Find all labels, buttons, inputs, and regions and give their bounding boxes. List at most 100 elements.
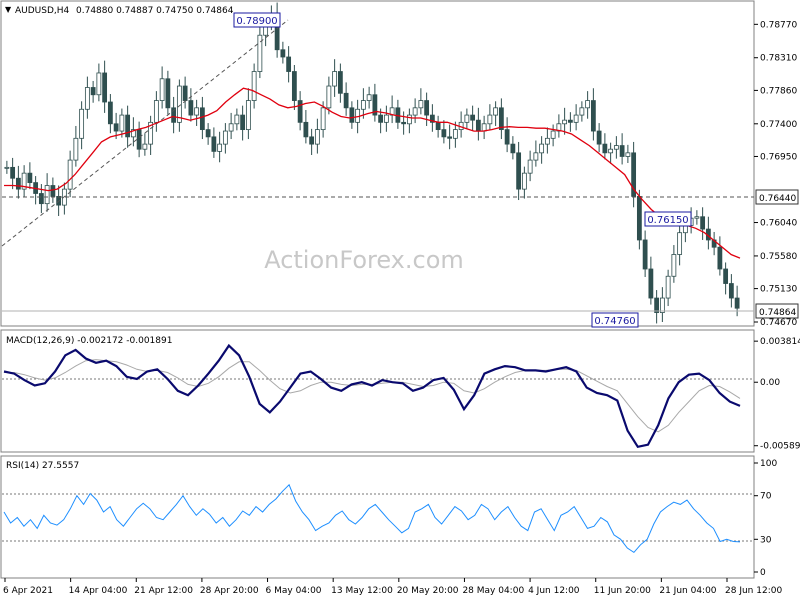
price-candle-body <box>148 121 154 145</box>
rsi-line <box>3 483 741 554</box>
price-axis-label: 0.74670 <box>760 318 797 328</box>
price-candle-body <box>159 78 165 101</box>
price-candle-body <box>654 297 660 313</box>
price-candle-body <box>573 114 579 123</box>
price-candle-body <box>245 100 251 131</box>
price-axis-label: 0.77860 <box>760 86 797 96</box>
rsi-panel <box>0 455 755 579</box>
price-candle-body <box>337 71 343 94</box>
time-axis-label: 28 Apr 20:00 <box>200 586 259 596</box>
price-candle-body <box>677 232 683 255</box>
price-axis-label: 0.75130 <box>760 285 797 295</box>
macd-axis-label: -0.005895 <box>760 442 800 452</box>
price-candle-body <box>401 121 407 125</box>
macd-line <box>3 343 741 449</box>
price-candle-body <box>182 85 188 101</box>
high-tag: 0.78900 <box>236 16 277 27</box>
price-axis-label: 0.76040 <box>760 219 797 229</box>
price-candle-body <box>309 136 315 145</box>
price-candle-body <box>728 283 734 299</box>
price-candle-body <box>188 100 194 116</box>
price-candle-body <box>665 275 671 299</box>
rsi-axis-label: 70 <box>760 492 772 502</box>
chart-header-arrow: ▼ <box>5 5 12 14</box>
price-candle-body <box>257 34 263 72</box>
price-candle-body <box>694 216 700 219</box>
price-candle-body <box>636 195 642 241</box>
time-axis-label: 13 May 12:00 <box>331 586 393 596</box>
time-axis-label: 28 May 04:00 <box>462 586 524 596</box>
price-candle-body <box>326 85 332 109</box>
price-candle-body <box>723 268 729 284</box>
price-candle-body <box>291 71 297 101</box>
price-candle-body <box>211 136 217 152</box>
price-candle-body <box>286 56 292 72</box>
price-candle-body <box>107 101 113 125</box>
rsi-axis-label: 100 <box>760 459 777 469</box>
price-candle-body <box>498 107 504 131</box>
price-candle-body <box>631 152 637 197</box>
price-candle-body <box>251 71 257 101</box>
price-candle-body <box>521 172 527 190</box>
high-tag-box <box>233 12 281 28</box>
price-candle-body <box>15 177 21 190</box>
price-candle-body <box>619 145 625 157</box>
price-candle-body <box>441 129 447 138</box>
price-candle-body <box>372 94 378 116</box>
price-candle-body <box>79 108 85 139</box>
price-candle-body <box>125 114 131 138</box>
price-candle-body <box>470 114 476 121</box>
time-axis-label: 21 Jun 04:00 <box>659 586 716 596</box>
trend-dashed-line <box>1 19 289 247</box>
price-candle-body <box>435 121 441 131</box>
price-candle-body <box>608 148 614 154</box>
price-candle-body <box>38 193 44 205</box>
time-axis-label: 6 Apr 2021 <box>3 586 53 596</box>
time-axis-label: 4 Jun 12:00 <box>528 586 580 596</box>
price-candle-body <box>510 143 516 154</box>
price-candle-body <box>682 225 688 234</box>
price-candle-body <box>205 129 211 138</box>
low-tag: 0.74760 <box>594 316 635 327</box>
price-candle-body <box>579 107 585 116</box>
price-candle-body <box>527 159 533 174</box>
price-candle-body <box>67 159 73 190</box>
macd-axis-label: 0.00 <box>760 378 780 388</box>
low-tag-box <box>591 312 639 328</box>
price-candle-body <box>44 185 50 205</box>
price-candle-body <box>84 87 90 110</box>
price-panel <box>0 0 755 327</box>
price-candle-body <box>550 130 556 139</box>
price-candle-body <box>424 100 430 116</box>
price-candle-body <box>73 137 79 161</box>
price-candle-body <box>171 107 177 123</box>
price-candle-body <box>314 129 320 145</box>
price-candle-body <box>447 136 453 139</box>
price-candle-body <box>21 172 27 190</box>
macd-axis-label: 0.003814 <box>760 337 800 347</box>
price-candle-body <box>217 143 223 152</box>
time-axis-label: 28 Jun 12:00 <box>725 586 782 596</box>
price-candle-body <box>406 114 412 125</box>
price-candle-body <box>343 92 349 109</box>
price-candle-body <box>734 297 740 309</box>
macd-panel <box>0 329 755 453</box>
rsi-title: RSI(14) 27.5557 <box>6 461 79 471</box>
price-candle-body <box>717 246 723 270</box>
price-candle-body <box>360 100 366 110</box>
price-candle-body <box>142 143 148 150</box>
price-candle-body <box>119 114 125 132</box>
price-axis-label: 0.78310 <box>760 54 797 64</box>
price-candle-body <box>544 137 550 145</box>
last-price-label: 0.74864 <box>759 308 796 318</box>
time-axis: 6 Apr 2021 14 Apr 04:00 21 Apr 12:00 28 Apr… <box>3 578 782 596</box>
price-candle-body <box>280 49 286 58</box>
price-candle-body <box>648 268 654 299</box>
hline-label-box <box>755 189 799 205</box>
price-candle-body <box>366 94 372 101</box>
time-axis-label: 21 Apr 12:00 <box>134 586 193 596</box>
price-axis-label: 0.76950 <box>760 152 797 162</box>
chart-ohlc: 0.74880 0.74887 0.74750 0.74864 <box>76 6 234 16</box>
price-candle-body <box>562 119 568 125</box>
